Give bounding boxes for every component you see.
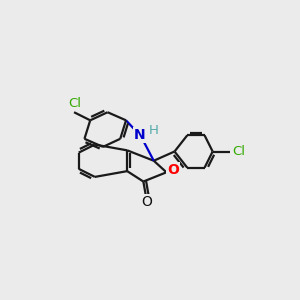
Text: Cl: Cl (69, 97, 82, 110)
Text: H: H (149, 124, 159, 137)
Text: Cl: Cl (232, 145, 245, 158)
Text: O: O (167, 164, 179, 177)
Text: N: N (134, 128, 146, 142)
Text: O: O (141, 195, 152, 209)
